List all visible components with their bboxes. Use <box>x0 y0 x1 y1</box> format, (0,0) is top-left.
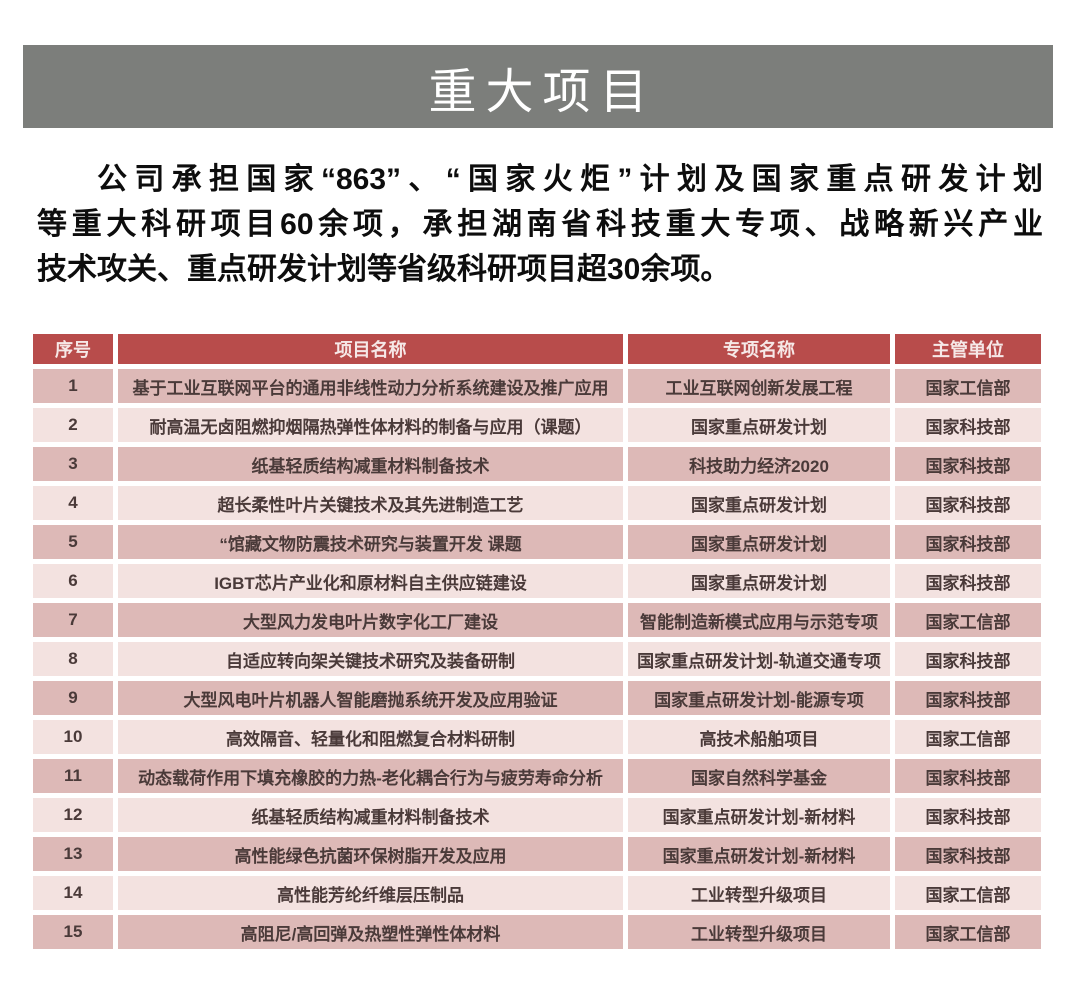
row-index-cell: 11 <box>33 759 113 793</box>
table-row: 12 纸基轻质结构减重材料制备技术 国家重点研发计划-新材料 国家科技部 <box>33 798 1041 832</box>
authority-cell: 国家工信部 <box>895 603 1041 637</box>
row-index-cell: 1 <box>33 369 113 403</box>
project-name-cell: 超长柔性叶片关键技术及其先进制造工艺 <box>118 486 623 520</box>
row-index-cell: 3 <box>33 447 113 481</box>
authority-cell: 国家科技部 <box>895 486 1041 520</box>
table-row: 3 纸基轻质结构减重材料制备技术 科技助力经济2020 国家科技部 <box>33 447 1041 481</box>
project-name-cell: 高效隔音、轻量化和阻燃复合材料研制 <box>118 720 623 754</box>
row-index-cell: 10 <box>33 720 113 754</box>
project-name-cell: 纸基轻质结构减重材料制备技术 <box>118 447 623 481</box>
table-row: 13 高性能绿色抗菌环保树脂开发及应用 国家重点研发计划-新材料 国家科技部 <box>33 837 1041 871</box>
row-index-cell: 15 <box>33 915 113 949</box>
table-row: 7 大型风力发电叶片数字化工厂建设 智能制造新模式应用与示范专项 国家工信部 <box>33 603 1041 637</box>
special-name-cell: 国家重点研发计划 <box>628 486 890 520</box>
project-name-cell: 大型风力发电叶片数字化工厂建设 <box>118 603 623 637</box>
authority-cell: 国家工信部 <box>895 369 1041 403</box>
table-row: 9 大型风电叶片机器人智能磨抛系统开发及应用验证 国家重点研发计划-能源专项 国家科技… <box>33 681 1041 715</box>
row-index-cell: 2 <box>33 408 113 442</box>
column-header-index: 序号 <box>33 334 113 364</box>
project-name-cell: 耐高温无卤阻燃抑烟隔热弹性体材料的制备与应用（课题） <box>118 408 623 442</box>
special-name-cell: 科技助力经济2020 <box>628 447 890 481</box>
table-row: 15 高阻尼/高回弹及热塑性弹性体材料 工业转型升级项目 国家工信部 <box>33 915 1041 949</box>
table-row: 5 “馆藏文物防震技术研究与装置开发 课题 国家重点研发计划 国家科技部 <box>33 525 1041 559</box>
project-name-cell: 纸基轻质结构减重材料制备技术 <box>118 798 623 832</box>
project-name-cell: 自适应转向架关键技术研究及装备研制 <box>118 642 623 676</box>
row-index-cell: 13 <box>33 837 113 871</box>
special-name-cell: 国家自然科学基金 <box>628 759 890 793</box>
special-name-cell: 国家重点研发计划-能源专项 <box>628 681 890 715</box>
project-name-cell: 基于工业互联网平台的通用非线性动力分析系统建设及推广应用 <box>118 369 623 403</box>
authority-cell: 国家科技部 <box>895 798 1041 832</box>
special-name-cell: 工业转型升级项目 <box>628 876 890 910</box>
intro-line-1: 公司承担国家“863”、“国家火炬”计划及国家重点研发计划 <box>97 163 1043 196</box>
special-name-cell: 智能制造新模式应用与示范专项 <box>628 603 890 637</box>
column-header-special: 专项名称 <box>628 334 890 364</box>
authority-cell: 国家科技部 <box>895 525 1041 559</box>
table-row: 11 动态载荷作用下填充橡胶的力热-老化耦合行为与疲劳寿命分析 国家自然科学基金 国家… <box>33 759 1041 793</box>
project-name-cell: 高性能芳纶纤维层压制品 <box>118 876 623 910</box>
row-index-cell: 9 <box>33 681 113 715</box>
row-index-cell: 12 <box>33 798 113 832</box>
project-name-cell: “馆藏文物防震技术研究与装置开发 课题 <box>118 525 623 559</box>
authority-cell: 国家科技部 <box>895 759 1041 793</box>
row-index-cell: 4 <box>33 486 113 520</box>
row-index-cell: 7 <box>33 603 113 637</box>
special-name-cell: 高技术船舶项目 <box>628 720 890 754</box>
project-name-cell: IGBT芯片产业化和原材料自主供应链建设 <box>118 564 623 598</box>
project-name-cell: 动态载荷作用下填充橡胶的力热-老化耦合行为与疲劳寿命分析 <box>118 759 623 793</box>
authority-cell: 国家工信部 <box>895 720 1041 754</box>
special-name-cell: 国家重点研发计划-轨道交通专项 <box>628 642 890 676</box>
special-name-cell: 国家重点研发计划-新材料 <box>628 798 890 832</box>
authority-cell: 国家科技部 <box>895 564 1041 598</box>
column-header-project: 项目名称 <box>118 334 623 364</box>
table-row: 10 高效隔音、轻量化和阻燃复合材料研制 高技术船舶项目 国家工信部 <box>33 720 1041 754</box>
projects-table-head: 序号 项目名称 专项名称 主管单位 <box>33 334 1041 364</box>
intro-paragraph: 公司承担国家“863”、“国家火炬”计划及国家重点研发计划 等重大科研项目60余… <box>37 157 1043 292</box>
section-header-banner: 重大项目 <box>23 45 1053 128</box>
row-index-cell: 6 <box>33 564 113 598</box>
projects-table: 序号 项目名称 专项名称 主管单位 1 基于工业互联网平台的通用非线性动力分析系统… <box>28 329 1046 954</box>
table-row: 4 超长柔性叶片关键技术及其先进制造工艺 国家重点研发计划 国家科技部 <box>33 486 1041 520</box>
authority-cell: 国家科技部 <box>895 408 1041 442</box>
authority-cell: 国家工信部 <box>895 915 1041 949</box>
table-row: 1 基于工业互联网平台的通用非线性动力分析系统建设及推广应用 工业互联网创新发展工程… <box>33 369 1041 403</box>
authority-cell: 国家科技部 <box>895 681 1041 715</box>
header-row: 序号 项目名称 专项名称 主管单位 <box>33 334 1041 364</box>
special-name-cell: 国家重点研发计划 <box>628 564 890 598</box>
authority-cell: 国家工信部 <box>895 876 1041 910</box>
special-name-cell: 工业互联网创新发展工程 <box>628 369 890 403</box>
project-name-cell: 高阻尼/高回弹及热塑性弹性体材料 <box>118 915 623 949</box>
intro-line-3: 技术攻关、重点研发计划等省级科研项目超30余项。 <box>37 253 731 286</box>
special-name-cell: 国家重点研发计划-新材料 <box>628 837 890 871</box>
row-index-cell: 5 <box>33 525 113 559</box>
special-name-cell: 国家重点研发计划 <box>628 525 890 559</box>
table-row: 6 IGBT芯片产业化和原材料自主供应链建设 国家重点研发计划 国家科技部 <box>33 564 1041 598</box>
special-name-cell: 国家重点研发计划 <box>628 408 890 442</box>
table-row: 8 自适应转向架关键技术研究及装备研制 国家重点研发计划-轨道交通专项 国家科技部 <box>33 642 1041 676</box>
special-name-cell: 工业转型升级项目 <box>628 915 890 949</box>
project-name-cell: 高性能绿色抗菌环保树脂开发及应用 <box>118 837 623 871</box>
project-name-cell: 大型风电叶片机器人智能磨抛系统开发及应用验证 <box>118 681 623 715</box>
authority-cell: 国家科技部 <box>895 837 1041 871</box>
table-row: 14 高性能芳纶纤维层压制品 工业转型升级项目 国家工信部 <box>33 876 1041 910</box>
authority-cell: 国家科技部 <box>895 642 1041 676</box>
authority-cell: 国家科技部 <box>895 447 1041 481</box>
intro-line-2: 等重大科研项目60余项，承担湖南省科技重大专项、战略新兴产业 <box>37 208 1043 241</box>
page-title: 重大项目 <box>428 65 657 119</box>
projects-table-body: 1 基于工业互联网平台的通用非线性动力分析系统建设及推广应用 工业互联网创新发展工程… <box>33 369 1041 949</box>
row-index-cell: 14 <box>33 876 113 910</box>
column-header-authority: 主管单位 <box>895 334 1041 364</box>
row-index-cell: 8 <box>33 642 113 676</box>
table-row: 2 耐高温无卤阻燃抑烟隔热弹性体材料的制备与应用（课题） 国家重点研发计划 国家科技部 <box>33 408 1041 442</box>
